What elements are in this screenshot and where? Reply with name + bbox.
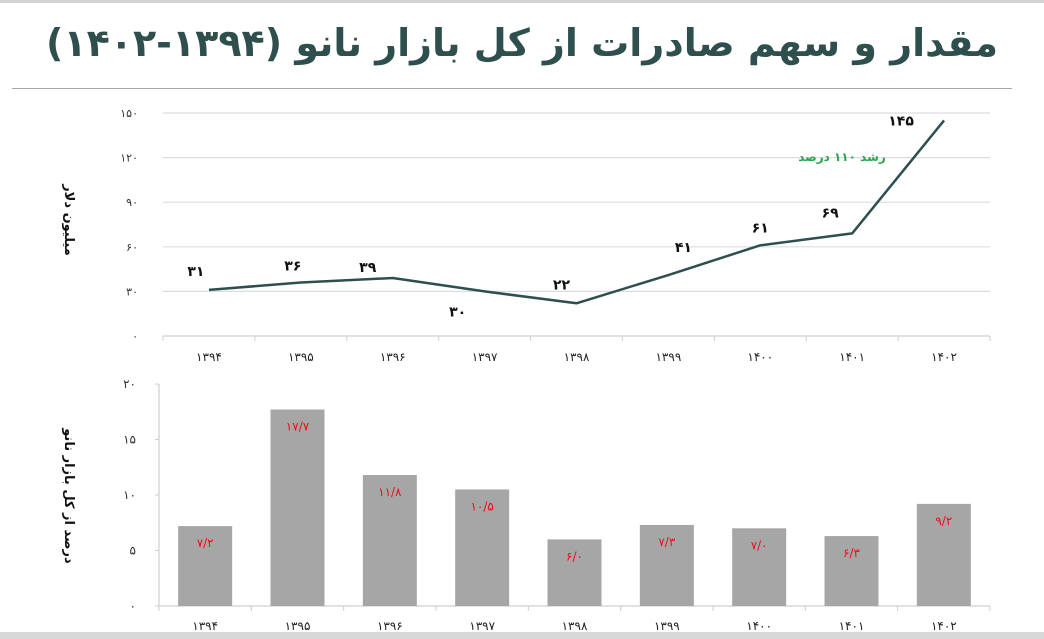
y-tick-label: ۱۵۰ <box>120 107 138 120</box>
bar <box>916 503 971 606</box>
bar <box>824 536 879 606</box>
y-tick-label: ۳۰ <box>126 285 138 298</box>
bar-value-label: ۷/۳ <box>658 535 675 549</box>
data-label: ۶۹ <box>822 205 840 221</box>
line-chart: ۰ ۳۰ ۶۰ ۹۰ ۱۲۰ ۱۵۰ ۱۳۹۴ ۱۳۹۵ ۱۳۹۶ ۱۳۹۷ ۱۳۹۸ ۱۳۹۹ ۱۴۰… <box>120 107 991 364</box>
bar-value-label: ۹/۲ <box>935 514 952 528</box>
bar-value-label: ۱۰/۵ <box>470 499 493 513</box>
data-label: ۳۹ <box>359 260 377 276</box>
y-tick-label: ۵ <box>130 544 136 558</box>
data-label: ۳۶ <box>284 258 301 274</box>
x-tick-label: ۱۳۹۴ <box>192 619 218 632</box>
y-tick-label: ۹۰ <box>126 196 138 209</box>
data-label: ۲۲ <box>553 277 571 293</box>
y-tick-label: ۱۵ <box>123 433 136 447</box>
growth-annotation: رشد ۱۱۰ درصد <box>798 150 886 164</box>
bar-value-label: ۶/۰ <box>566 549 583 563</box>
x-tick-label: ۱۳۹۷ <box>469 619 495 632</box>
bar <box>178 526 233 606</box>
x-tick-label: ۱۳۹۹ <box>655 350 681 364</box>
top-border <box>0 0 1044 3</box>
x-tick-label: ۱۴۰۲ <box>931 350 957 364</box>
y-tick-label: ۱۲۰ <box>120 152 138 165</box>
x-tick-label: ۱۳۹۸ <box>562 619 588 632</box>
y-tick-label: ۱۰ <box>123 488 136 502</box>
x-tick-label: ۱۴۰۰ <box>747 350 773 364</box>
page-title: مقدار و سهم صادرات از کل بازار نانو (۱۳۹… <box>46 21 998 65</box>
x-tick-label: ۱۳۹۴ <box>196 350 222 364</box>
bar <box>639 524 694 606</box>
y-tick-label: ۲۰ <box>123 377 136 391</box>
bar <box>732 528 787 606</box>
y-tick-label: ۰ <box>132 330 138 343</box>
x-tick-label: ۱۴۰۱ <box>839 350 865 364</box>
x-tick-label: ۱۳۹۸ <box>564 350 590 364</box>
title-divider <box>12 88 1012 89</box>
y-tick-label: ۶۰ <box>126 241 138 254</box>
data-line <box>208 119 946 305</box>
bar <box>547 539 602 606</box>
bar <box>455 489 510 606</box>
x-tick-label: ۱۳۹۶ <box>377 619 403 632</box>
y-tick-label: ۰ <box>130 599 136 613</box>
x-tick-label: ۱۴۰۲ <box>931 619 957 632</box>
bottom-border <box>0 632 1044 639</box>
x-tick-label: ۱۳۹۶ <box>380 350 406 364</box>
bar-value-label: ۱۱/۸ <box>378 485 402 499</box>
data-label: ۱۴۵ <box>888 113 914 129</box>
x-tick-label: ۱۳۹۵ <box>288 350 314 364</box>
x-tick-label: ۱۳۹۷ <box>472 350 498 364</box>
x-tick-label: ۱۳۹۵ <box>285 619 311 632</box>
data-label: ۶۱ <box>752 220 769 236</box>
bar-value-label: ۶/۳ <box>843 546 860 560</box>
bar-value-label: ۷/۰ <box>751 538 768 552</box>
x-tick-label: ۱۴۰۱ <box>839 619 865 632</box>
x-tick-label: ۱۴۰۰ <box>746 619 772 632</box>
x-tick-label: ۱۳۹۹ <box>654 619 680 632</box>
bar-chart: ۰ ۵ ۱۰ ۱۵ ۲۰ ۷/۲ ۱۳۹۴ ۱۷/۷ ۱۳۹۵ ۱۱/۸ ۱۳۹۶ ۱۰/۵ ۱۳۹۷ ۶… <box>123 377 991 632</box>
data-label: ۳۰ <box>449 304 466 320</box>
data-label: ۴۱ <box>675 240 692 256</box>
bar-value-label: ۷/۲ <box>197 536 214 550</box>
bar <box>270 409 325 606</box>
data-label: ۳۱ <box>187 264 204 280</box>
bar-value-label: ۱۷/۷ <box>286 420 310 434</box>
bar <box>362 475 417 606</box>
